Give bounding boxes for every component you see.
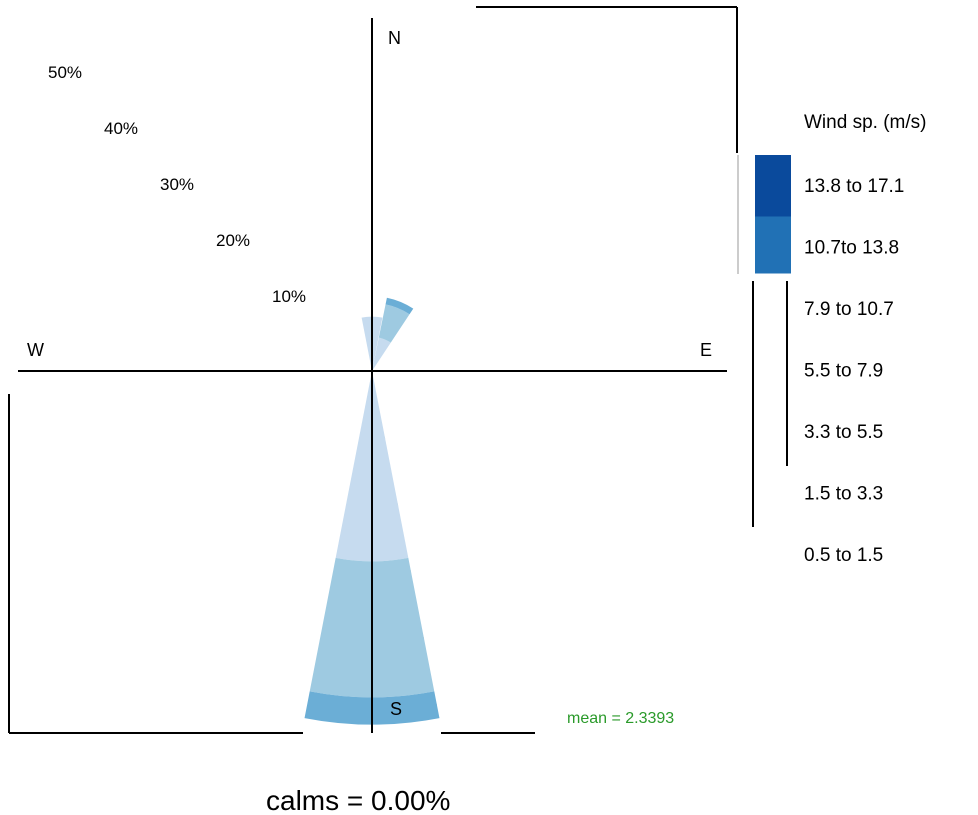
legend-item-5: 1.5 to 3.3 <box>804 484 883 505</box>
west-label: W <box>27 340 44 360</box>
legend-item-1: 10.7to 13.8 <box>804 238 899 259</box>
radial-tick-label-30: 30% <box>160 175 194 194</box>
north-label: N <box>388 28 401 48</box>
radial-tick-label-10: 10% <box>272 287 306 306</box>
legend-swatch-1 <box>755 216 791 274</box>
south-label: S <box>390 699 402 719</box>
radial-tick-labels: 10% 20% 30% 40% 50% <box>48 63 306 306</box>
calms-label: calms = 0.00% <box>266 785 450 815</box>
legend-title: Wind sp. (m/s) <box>804 112 926 133</box>
radial-tick-label-50: 50% <box>48 63 82 82</box>
sector-nne-1.5-to-3.3 <box>372 337 391 371</box>
legend-swatch-0 <box>755 155 791 217</box>
legend-item-6: 0.5 to 1.5 <box>804 545 883 566</box>
sector-nne-5.5-to-7.9 <box>385 297 414 315</box>
radial-tick-label-40: 40% <box>104 119 138 138</box>
mean-label: mean = 2.3393 <box>567 710 674 727</box>
legend-item-3: 5.5 to 7.9 <box>804 361 883 382</box>
legend-item-2: 7.9 to 10.7 <box>804 299 894 320</box>
sector-nne-3.3-to-5.5 <box>378 304 410 343</box>
radial-tick-label-20: 20% <box>216 231 250 250</box>
legend-item-0: 13.8 to 17.1 <box>804 176 904 197</box>
legend: 13.8 to 17.1 10.7to 13.8 7.9 to 10.7 5.5 to… <box>755 155 904 566</box>
legend-item-4: 3.3 to 5.5 <box>804 422 883 443</box>
east-label: E <box>700 340 712 360</box>
